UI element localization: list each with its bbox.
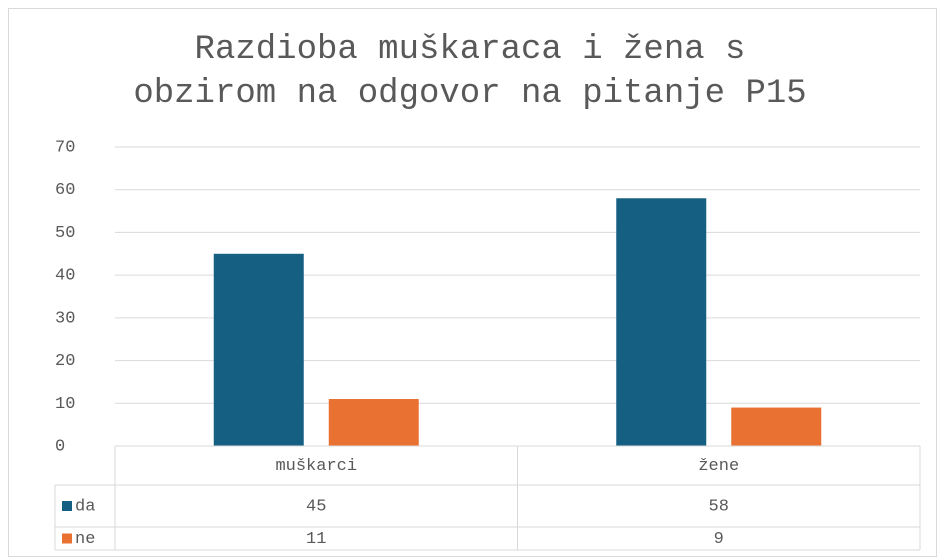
table-value: 11: [306, 530, 326, 549]
legend-key: [62, 533, 72, 544]
bar: [213, 253, 304, 446]
legend-key: [62, 501, 72, 511]
x-tick-label: žene: [698, 457, 739, 476]
x-tick-label: muškarci: [275, 457, 357, 476]
y-tick-label: 50: [55, 224, 75, 243]
table-value: 45: [306, 497, 326, 516]
bar: [616, 198, 707, 446]
legend-label: ne: [75, 530, 95, 549]
y-tick-label: 40: [55, 267, 75, 286]
y-tick-label: 70: [55, 138, 75, 157]
y-tick-label: 0: [55, 437, 65, 456]
y-tick-label: 30: [55, 309, 75, 328]
y-tick-label: 10: [55, 395, 75, 414]
y-tick-label: 60: [55, 181, 75, 200]
table-value: 9: [714, 530, 724, 549]
chart-title: Razdioba muškaraca i žena s obzirom na o…: [133, 31, 807, 113]
y-tick-label: 20: [55, 352, 75, 371]
bar: [328, 399, 419, 446]
bar: [731, 407, 822, 446]
legend-label: da: [75, 497, 95, 516]
table-value: 58: [709, 497, 729, 516]
